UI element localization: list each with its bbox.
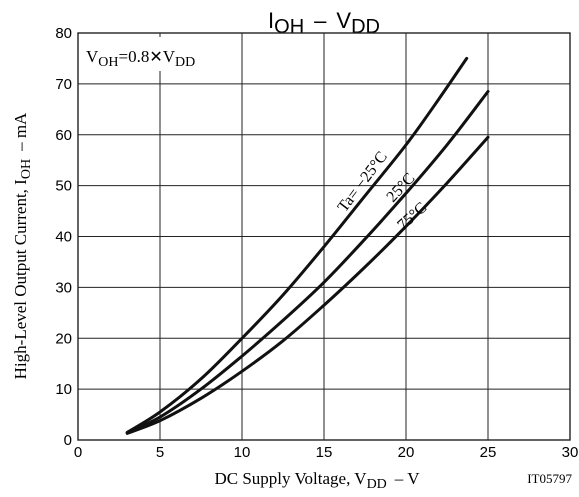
series-line-0 (125, 56, 469, 434)
x-tick-label: 25 (480, 444, 497, 461)
y-axis-label: High-Level Output Current, IOH– mA (11, 112, 34, 379)
y-tick-label: 20 (55, 330, 72, 347)
series-line-1 (125, 90, 490, 435)
title-sub-1: OH (274, 16, 304, 38)
y-tick-label: 60 (55, 127, 72, 144)
series-label-75: 75°C (394, 199, 430, 234)
grid (77, 32, 571, 441)
condition-label: VOH=0.8✕VDD (86, 47, 195, 70)
series-label-minus25: Ta= −25°C (335, 149, 391, 216)
condition-label-bg (80, 37, 235, 71)
series-lines (125, 56, 490, 435)
y-tick-label: 10 (55, 381, 72, 398)
figure-code: IT05797 (527, 471, 572, 486)
y-tick-label: 50 (55, 178, 72, 195)
series-line-2 (125, 135, 490, 435)
y-tick-label: 40 (55, 229, 72, 246)
x-tick-label: 10 (234, 444, 251, 461)
x-axis-label: DC Supply Voltage, VDD – V (214, 469, 420, 492)
x-tick-label: 5 (156, 444, 164, 461)
x-tick-label: 30 (562, 444, 579, 461)
y-tick-label: 30 (55, 279, 72, 296)
title-main-2: V (336, 8, 351, 33)
x-tick-label: 20 (398, 444, 415, 461)
title-dash: – (314, 8, 327, 33)
title-sub-2: DD (351, 16, 380, 38)
y-tick-label: 80 (55, 25, 72, 42)
y-tick-label: 0 (64, 432, 72, 449)
x-tick-label: 15 (316, 444, 333, 461)
title-main-1: I (268, 8, 274, 33)
tick-labels: 0 5 10 15 20 25 30 0 10 20 30 40 50 60 70 80 (55, 25, 578, 461)
x-tick-label: 0 (74, 444, 82, 461)
y-tick-label: 70 (55, 76, 72, 93)
